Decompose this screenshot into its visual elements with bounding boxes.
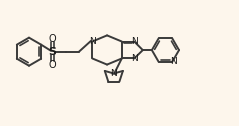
Text: S: S <box>49 47 57 57</box>
Text: O: O <box>49 60 57 70</box>
Text: N: N <box>110 69 117 78</box>
Text: O: O <box>49 34 57 44</box>
Text: N: N <box>131 54 138 63</box>
Text: N: N <box>170 57 177 66</box>
Text: N: N <box>131 37 138 46</box>
Text: N: N <box>89 37 96 46</box>
